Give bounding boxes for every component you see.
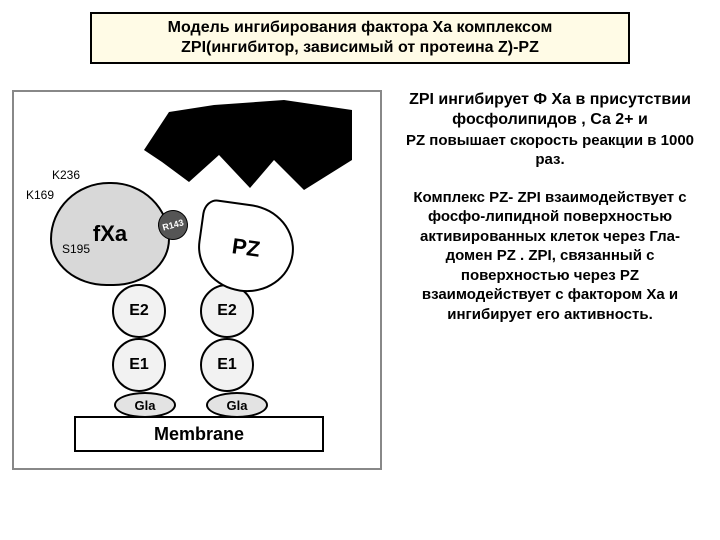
membrane: Membrane xyxy=(74,416,324,452)
zpi-label: ZPI xyxy=(184,122,224,153)
title-line1: Модель ингибирования фактора Ха комплекс… xyxy=(102,18,618,38)
description-column: ZPI ингибирует Ф Ха в присутствии фосфол… xyxy=(400,90,700,324)
title-line2: ZPI(ингибитор, зависимый от протеина Z)-… xyxy=(102,38,618,58)
desc-paragraph-2: PZ повышает скорость реакции в 1000 раз. xyxy=(400,132,700,170)
e1-domain-right: E1 xyxy=(200,338,254,392)
title-box: Модель ингибирования фактора Ха комплекс… xyxy=(90,12,630,64)
zpi-silhouette xyxy=(134,100,354,190)
residue-s195: S195 xyxy=(62,242,90,256)
fxa-protein: fXa xyxy=(50,182,170,286)
desc-paragraph-3: Комплекс PZ- ZPI взаимодействует с фосфо… xyxy=(400,188,700,325)
gla-domain-right: Gla xyxy=(206,392,268,418)
e1-domain-left: E1 xyxy=(112,338,166,392)
diagram-panel: Membrane Gla Gla E1 E1 E2 E2 fXa PZ ZPI … xyxy=(12,90,382,470)
e2-domain-left: E2 xyxy=(112,284,166,338)
desc-paragraph-1: ZPI ингибирует Ф Ха в присутствии фосфол… xyxy=(400,90,700,130)
gla-domain-left: Gla xyxy=(114,392,176,418)
residue-k236: K236 xyxy=(52,168,80,182)
residue-k169: K169 xyxy=(26,188,54,202)
zpi-protein xyxy=(134,100,354,190)
pz-protein: PZ xyxy=(192,198,299,299)
